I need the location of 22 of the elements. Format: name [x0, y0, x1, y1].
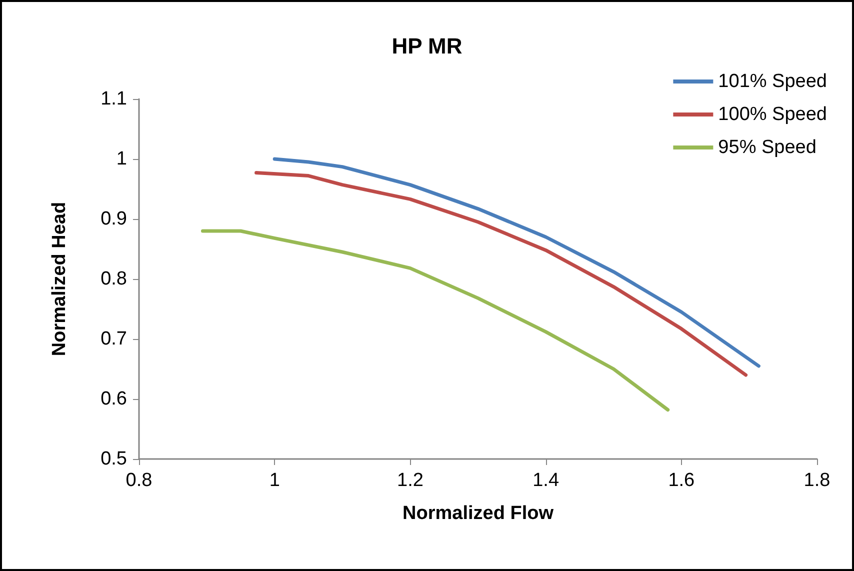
x-tick-label: 1.6	[668, 470, 695, 491]
chart-title: HP MR	[392, 34, 462, 58]
x-tick-label: 1	[269, 470, 280, 491]
line-series	[254, 171, 748, 377]
x-tick-label: 1.8	[804, 470, 830, 491]
x-axis-title: Normalized Flow	[402, 503, 554, 524]
line-series	[272, 157, 760, 368]
x-tick-label: 1.2	[396, 470, 424, 491]
line-series	[200, 229, 670, 412]
y-tick-label: 0.8	[100, 268, 127, 290]
y-tick-label: 0.7	[100, 328, 127, 350]
y-tick-label: 1.1	[100, 88, 127, 110]
legend-label: 101% Speed	[718, 71, 828, 92]
legend-label: 95% Speed	[718, 137, 816, 158]
y-tick-label: 0.5	[100, 448, 127, 470]
y-axis-title: Normalized Head	[49, 202, 70, 356]
y-tick-label: 0.6	[100, 388, 127, 410]
x-tick-label: 0.8	[126, 470, 152, 491]
y-tick-label: 1	[116, 148, 127, 170]
x-tick-label: 1.4	[532, 470, 560, 491]
y-tick-label: 0.9	[100, 208, 127, 230]
legend-label: 100% Speed	[718, 104, 828, 125]
